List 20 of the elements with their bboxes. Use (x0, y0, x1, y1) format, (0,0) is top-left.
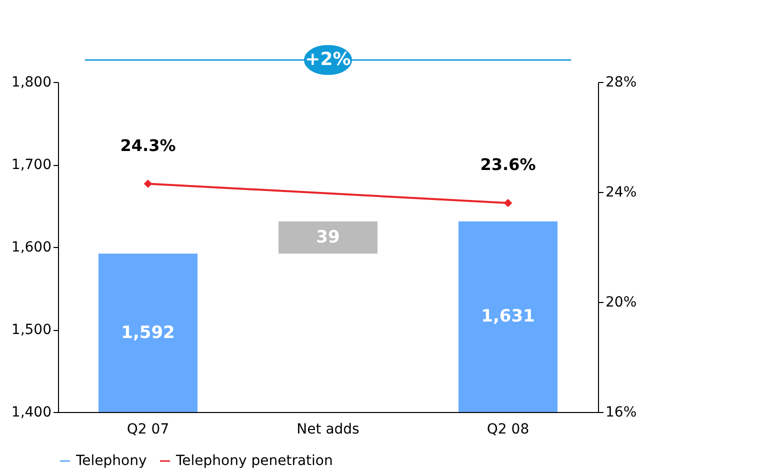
data-label: 1,631 (481, 306, 535, 327)
x-tick-label: Q2 07 (126, 422, 170, 438)
data-label: 1,592 (121, 322, 175, 343)
legend-label: Telephony penetration (175, 453, 333, 469)
y-tick-label: 1,800 (11, 74, 52, 90)
y2-tick-label: 16% (606, 404, 637, 420)
y-tick-label: 1,600 (11, 240, 52, 256)
data-label: 24.3% (120, 136, 176, 155)
y-tick-label: 1,400 (11, 404, 52, 420)
text: +2% (305, 49, 351, 70)
y2-tick-label: 20% (606, 294, 637, 310)
y-tick-label: 1,500 (11, 322, 52, 338)
legend-label: Telephony (75, 453, 147, 469)
data-label: 39 (316, 228, 340, 248)
x-tick-label: Net adds (296, 422, 360, 438)
y2-tick-label: 28% (606, 74, 637, 90)
y2-tick-label: 24% (606, 184, 637, 200)
y-tick-label: 1,700 (11, 157, 52, 173)
data-label: 23.6% (480, 155, 536, 174)
x-tick-label: Q2 08 (486, 422, 530, 438)
